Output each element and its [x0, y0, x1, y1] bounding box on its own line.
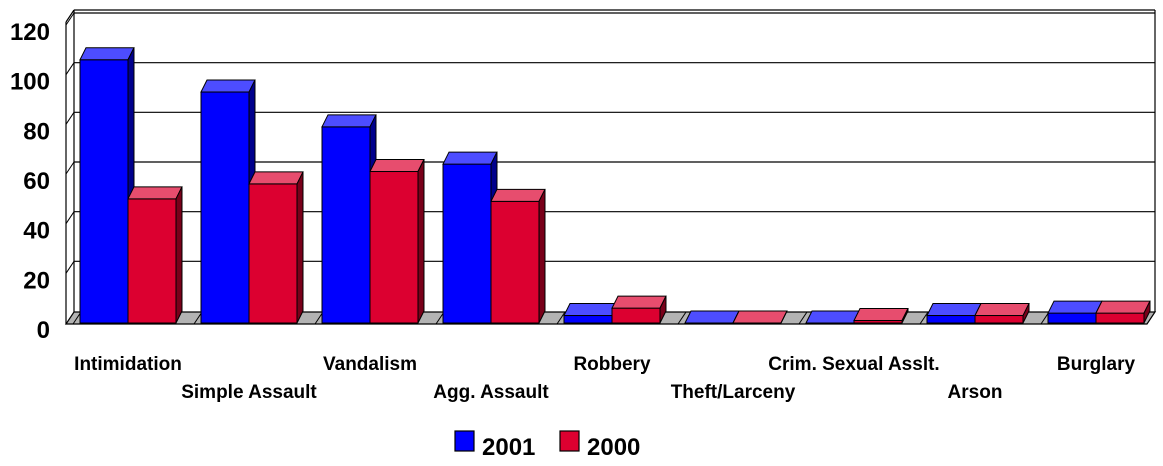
- bar-top: [200, 79, 256, 93]
- legend-swatch-2001: [454, 430, 475, 452]
- x-tick-label: Robbery: [573, 354, 651, 375]
- bar-top: [248, 171, 304, 185]
- bar-front: [79, 59, 129, 324]
- bar-front: [926, 315, 976, 324]
- bar-side: [417, 159, 425, 324]
- bar-top: [732, 310, 788, 324]
- bar-top: [611, 295, 667, 309]
- bar-2000-8: [1095, 300, 1151, 324]
- bar-top: [974, 303, 1030, 317]
- bar-2000-2: [369, 159, 425, 324]
- side-gridline: [65, 112, 75, 125]
- x-tick-label: Theft/Larceny: [671, 382, 796, 403]
- bar-top: [805, 310, 861, 324]
- bar-top: [79, 47, 135, 61]
- side-gridline: [65, 161, 75, 175]
- bar-top: [1095, 300, 1151, 314]
- side-gridline: [65, 62, 75, 75]
- bar-top: [853, 308, 909, 322]
- bar-2001-8: [1047, 300, 1103, 324]
- x-tick-label: Vandalism: [323, 354, 417, 375]
- bar-front: [127, 198, 177, 324]
- bar-2000-4: [611, 295, 667, 324]
- bar-front: [974, 315, 1024, 324]
- bar-2001-2: [321, 114, 377, 324]
- legend-swatch-2000: [559, 430, 580, 452]
- bar-2001-1: [200, 79, 256, 324]
- bar-side: [659, 295, 667, 324]
- bar-2000-5: [732, 310, 788, 324]
- bar-top: [321, 114, 377, 128]
- legend-label-2001: 2001: [482, 434, 535, 461]
- bar-front: [442, 163, 492, 324]
- bar-front: [1095, 312, 1145, 324]
- side-gridline: [65, 12, 75, 26]
- x-tick-label: Agg. Assault: [433, 382, 549, 403]
- x-tick-label: Intimidation: [74, 354, 182, 375]
- bar-front: [1047, 312, 1097, 324]
- bar-side: [780, 310, 788, 324]
- y-tick-label: 20: [23, 267, 50, 294]
- y-tick-label: 40: [23, 218, 50, 245]
- bar-top: [684, 310, 740, 324]
- bar-2001-6: [805, 310, 861, 324]
- bar-front: [200, 91, 250, 324]
- bar-2000-0: [127, 186, 183, 324]
- bar-top: [369, 159, 425, 173]
- bar-2001-4: [563, 303, 619, 324]
- y-axis-ticks: 0 20 40 60 80 100 120: [10, 19, 50, 344]
- bar-2001-5: [684, 310, 740, 324]
- y-tick-label: 100: [10, 69, 50, 96]
- bar-top: [490, 188, 546, 202]
- x-tick-label: Simple Assault: [181, 382, 317, 403]
- x-tick-label: Arson: [948, 382, 1003, 403]
- legend: 2001 2000: [454, 430, 640, 461]
- floor-divider: [919, 311, 929, 325]
- legend-label-2000: 2000: [587, 434, 640, 461]
- bar-2000-1: [248, 171, 304, 324]
- y-tick-label: 80: [23, 118, 50, 145]
- bar-top: [563, 303, 619, 317]
- bar-side: [1022, 303, 1030, 324]
- y-tick-label: 60: [23, 168, 50, 195]
- bar-2001-7: [926, 303, 982, 324]
- x-tick-label: Crim. Sexual Asslt.: [768, 354, 939, 375]
- x-tick-label: Burglary: [1057, 354, 1136, 375]
- side-gridline: [65, 211, 75, 224]
- bar-top: [127, 186, 183, 200]
- bar-front: [321, 126, 371, 324]
- y-tick-label: 120: [10, 19, 50, 46]
- side-gridline: [65, 261, 75, 274]
- bar-2000-3: [490, 188, 546, 324]
- y-tick-label: 0: [37, 317, 50, 344]
- bar-2000-7: [974, 303, 1030, 324]
- bar-side: [175, 186, 183, 324]
- bar-front: [490, 200, 540, 324]
- floor-divider: [798, 311, 808, 325]
- bar-top: [1047, 300, 1103, 314]
- bar-side: [901, 308, 909, 324]
- bar-2000-6: [853, 308, 909, 324]
- bars: [79, 47, 1151, 324]
- bar-front: [248, 183, 298, 324]
- side-wall-top: [65, 9, 75, 23]
- bar-front: [563, 315, 613, 324]
- bar-side: [1143, 300, 1151, 324]
- bar-side: [296, 171, 304, 324]
- bar-2001-3: [442, 151, 498, 324]
- x-axis-labels: Intimidation Simple Assault Vandalism Agg. …: [74, 354, 1135, 403]
- bar-top: [926, 303, 982, 317]
- bar-top: [442, 151, 498, 165]
- floor-divider: [556, 311, 566, 325]
- bar-2001-0: [79, 47, 135, 324]
- bar-side: [538, 189, 546, 324]
- floor-divider: [677, 311, 687, 325]
- bar-front: [369, 171, 419, 324]
- bar-front: [611, 307, 661, 324]
